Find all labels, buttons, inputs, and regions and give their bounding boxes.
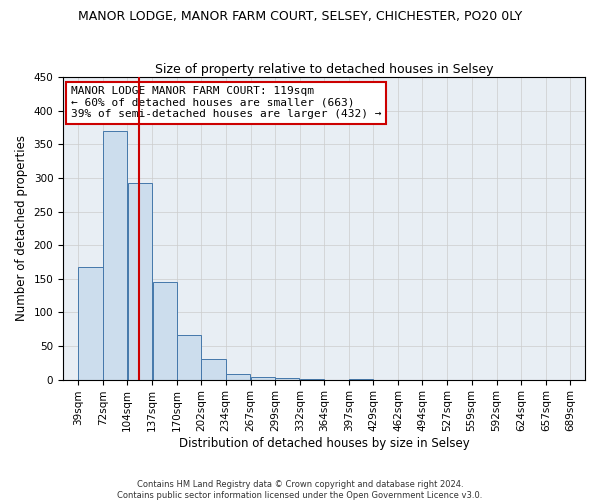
Bar bbox=[202, 360, 226, 380]
Bar bbox=[349, 379, 373, 380]
Bar bbox=[152, 282, 177, 380]
Title: Size of property relative to detached houses in Selsey: Size of property relative to detached ho… bbox=[155, 63, 493, 76]
Text: MANOR LODGE MANOR FARM COURT: 119sqm
← 60% of detached houses are smaller (663)
: MANOR LODGE MANOR FARM COURT: 119sqm ← 6… bbox=[71, 86, 382, 120]
Text: MANOR LODGE, MANOR FARM COURT, SELSEY, CHICHESTER, PO20 0LY: MANOR LODGE, MANOR FARM COURT, SELSEY, C… bbox=[78, 10, 522, 23]
Bar bbox=[103, 131, 127, 380]
Y-axis label: Number of detached properties: Number of detached properties bbox=[15, 136, 28, 322]
Bar bbox=[128, 182, 152, 380]
Bar bbox=[251, 377, 275, 380]
Text: Contains HM Land Registry data © Crown copyright and database right 2024.
Contai: Contains HM Land Registry data © Crown c… bbox=[118, 480, 482, 500]
Bar bbox=[177, 334, 202, 380]
Bar bbox=[226, 374, 250, 380]
Bar bbox=[275, 378, 299, 380]
Bar bbox=[300, 379, 324, 380]
Bar bbox=[79, 268, 103, 380]
X-axis label: Distribution of detached houses by size in Selsey: Distribution of detached houses by size … bbox=[179, 437, 469, 450]
